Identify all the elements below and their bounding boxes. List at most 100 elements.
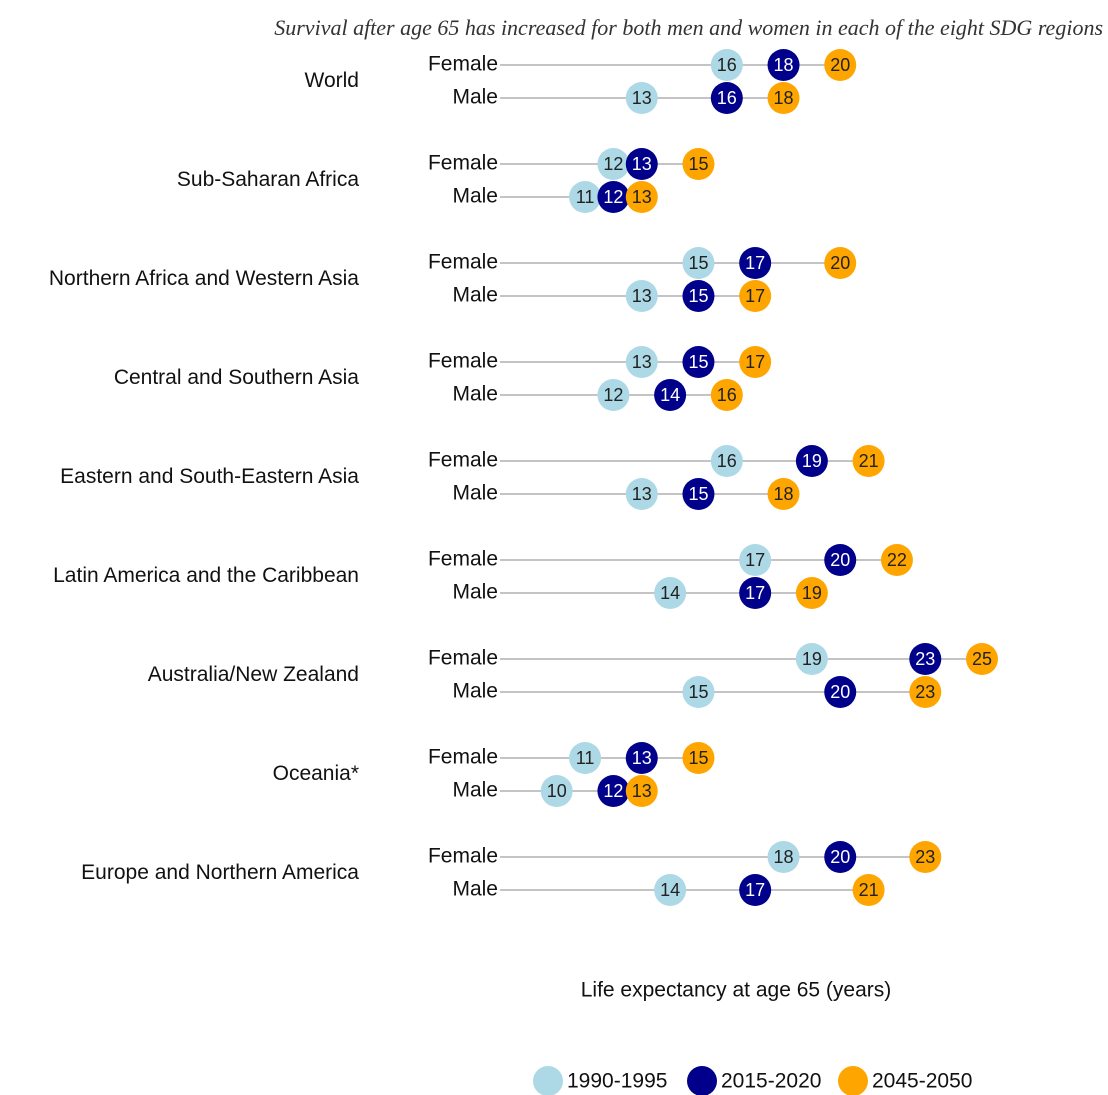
dot: [739, 247, 772, 279]
dot: [767, 478, 800, 510]
dot: [710, 379, 743, 411]
dot-label: 21: [859, 451, 879, 471]
dot-label: 14: [660, 583, 680, 603]
dot: [597, 775, 630, 807]
dot: [795, 445, 828, 477]
dot: [739, 280, 772, 312]
sex-label: Female: [428, 845, 498, 868]
dot: [682, 346, 715, 378]
dot-label: 15: [688, 484, 708, 504]
dot-label: 18: [774, 847, 794, 867]
dot: [880, 544, 913, 576]
dot-label: 14: [660, 385, 680, 405]
sex-label: Female: [428, 449, 498, 472]
dot: [909, 841, 942, 873]
dot-label: 19: [802, 583, 822, 603]
dot-label: 20: [830, 55, 850, 75]
dot-label: 15: [688, 748, 708, 768]
dot-label: 12: [603, 385, 623, 405]
dot-label: 11: [576, 748, 595, 768]
dot: [909, 676, 942, 708]
dot: [625, 775, 658, 807]
sex-label: Male: [452, 383, 498, 406]
dot: [569, 181, 602, 213]
dot: [824, 247, 857, 279]
dot-label: 10: [547, 781, 567, 801]
dot-label: 14: [660, 880, 680, 900]
sex-label: Male: [452, 581, 498, 604]
dot-label: 23: [915, 682, 935, 702]
dot-label: 18: [774, 55, 794, 75]
dot: [824, 49, 857, 81]
sex-label: Male: [452, 779, 498, 802]
dot: [682, 742, 715, 774]
dot-label: 13: [632, 88, 652, 108]
dot-label: 23: [915, 649, 935, 669]
dot: [795, 643, 828, 675]
dot: [852, 445, 885, 477]
region-label: World: [305, 69, 359, 92]
dot: [739, 346, 772, 378]
dot: [824, 544, 857, 576]
dot: [625, 82, 658, 114]
dot-label: 12: [603, 781, 623, 801]
dot-label: 17: [745, 253, 765, 273]
dot-label: 17: [745, 880, 765, 900]
dot-label: 18: [774, 88, 794, 108]
dot: [625, 742, 658, 774]
dot-label: 17: [745, 286, 765, 306]
dot-label: 20: [830, 253, 850, 273]
sex-label: Female: [428, 647, 498, 670]
dot: [909, 643, 942, 675]
legend-label: 2045-2050: [872, 1070, 972, 1093]
dot: [654, 379, 687, 411]
dot: [682, 148, 715, 180]
dot-label: 16: [717, 55, 737, 75]
dot-label: 20: [830, 682, 850, 702]
chart-subtitle: Survival after age 65 has increased for …: [274, 15, 1103, 40]
dot-label: 23: [915, 847, 935, 867]
region-label: Central and Southern Asia: [114, 366, 359, 389]
dot: [625, 181, 658, 213]
dot-label: 13: [632, 781, 652, 801]
dot-label: 19: [802, 451, 822, 471]
dot-label: 17: [745, 352, 765, 372]
dot-label: 16: [717, 385, 737, 405]
dot: [682, 478, 715, 510]
dot-label: 13: [632, 484, 652, 504]
dot: [710, 49, 743, 81]
dot-label: 13: [632, 154, 652, 174]
dot-label: 13: [632, 187, 652, 207]
dot-label: 21: [859, 880, 879, 900]
dot: [682, 676, 715, 708]
dot: [625, 346, 658, 378]
dot: [767, 49, 800, 81]
dot: [824, 676, 857, 708]
dot-label: 15: [688, 286, 708, 306]
sex-label: Male: [452, 86, 498, 109]
dot: [739, 544, 772, 576]
dot: [625, 280, 658, 312]
dot-label: 11: [576, 187, 595, 207]
dot-label: 13: [632, 286, 652, 306]
dot: [654, 874, 687, 906]
x-axis-label: Life expectancy at age 65 (years): [581, 979, 892, 1002]
dot: [654, 577, 687, 609]
sex-label: Female: [428, 746, 498, 769]
dot: [682, 247, 715, 279]
dot-label: 18: [774, 484, 794, 504]
sex-label: Male: [452, 482, 498, 505]
dot-label: 20: [830, 550, 850, 570]
dot: [710, 82, 743, 114]
dot-label: 19: [802, 649, 822, 669]
sex-label: Female: [428, 251, 498, 274]
dot-label: 22: [887, 550, 907, 570]
dot: [625, 148, 658, 180]
dot: [569, 742, 602, 774]
region-label: Eastern and South-Eastern Asia: [60, 465, 359, 488]
dot: [795, 577, 828, 609]
region-label: Sub-Saharan Africa: [177, 168, 359, 191]
sex-label: Female: [428, 350, 498, 373]
dot: [540, 775, 573, 807]
